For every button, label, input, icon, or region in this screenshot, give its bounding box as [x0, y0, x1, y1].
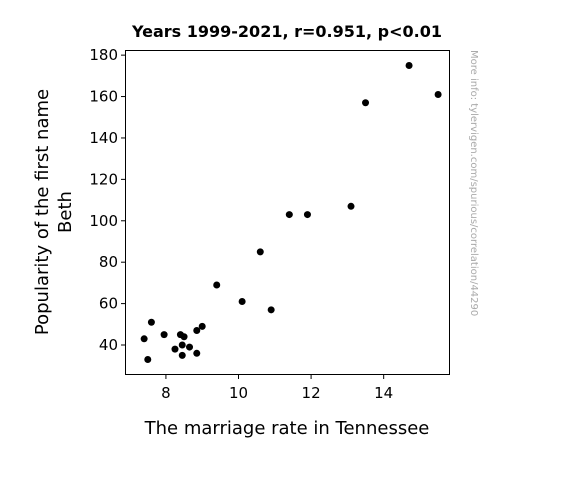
y-tick-label: 120 — [89, 170, 118, 188]
y-tick-label: 80 — [99, 253, 118, 271]
data-point — [285, 211, 293, 219]
x-tick-label: 14 — [374, 384, 393, 402]
x-tick-label: 10 — [229, 384, 248, 402]
y-axis-ticks: 40 60 80 100 120 140 160 180 — [89, 46, 126, 354]
data-point — [405, 61, 413, 69]
data-point — [267, 306, 275, 314]
data-point — [193, 327, 201, 335]
data-point — [213, 281, 221, 289]
data-point — [140, 335, 148, 343]
data-point — [180, 333, 188, 341]
y-tick-label: 140 — [89, 129, 118, 147]
data-point — [303, 211, 311, 219]
y-axis-label-line-1: Popularity of the first name — [32, 89, 53, 335]
data-point — [144, 356, 152, 364]
data-point — [171, 345, 179, 353]
data-points — [140, 61, 442, 364]
data-point — [178, 351, 186, 359]
data-point — [193, 349, 201, 357]
data-point — [198, 322, 206, 330]
y-axis-label-line-2: Beth — [55, 191, 76, 233]
y-tick-label: 100 — [89, 212, 118, 230]
chart-title: Years 1999-2021, r=0.951, p<0.01 — [131, 22, 442, 41]
data-point — [186, 343, 194, 351]
y-tick-label: 40 — [99, 336, 118, 354]
x-tick-label: 8 — [161, 384, 171, 402]
watermark-text: More info: tylervigen.com/spurious/corre… — [468, 50, 479, 316]
x-axis-label: The marriage rate in Tennessee — [144, 418, 430, 439]
data-point — [178, 341, 186, 349]
data-point — [147, 318, 155, 326]
y-axis-label: Popularity of the first name Beth — [32, 89, 76, 335]
data-point — [256, 248, 264, 256]
data-point — [434, 90, 442, 98]
y-tick-label: 180 — [89, 46, 118, 64]
data-point — [362, 99, 370, 107]
y-tick-label: 160 — [89, 88, 118, 106]
y-tick-label: 60 — [99, 295, 118, 313]
x-tick-label: 12 — [302, 384, 321, 402]
data-point — [160, 331, 168, 339]
x-axis-ticks: 8 10 12 14 — [161, 374, 393, 402]
data-point — [238, 298, 246, 306]
data-point — [347, 202, 355, 210]
